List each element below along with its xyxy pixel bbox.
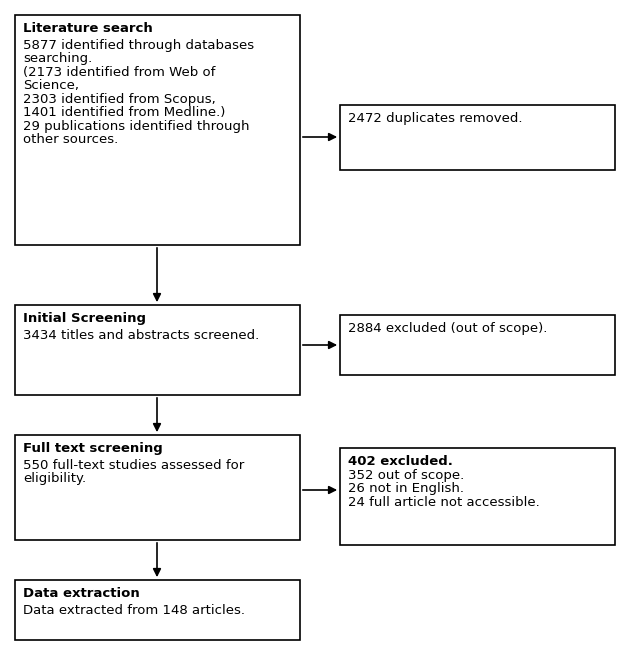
Text: 5877 identified through databases: 5877 identified through databases [23, 39, 254, 52]
Text: 2303 identified from Scopus,: 2303 identified from Scopus, [23, 93, 216, 106]
Bar [340, 105, 615, 170]
Bar [15, 15, 300, 245]
Text: (2173 identified from Web of: (2173 identified from Web of [23, 66, 215, 79]
Text: eligibility.: eligibility. [23, 473, 86, 486]
Text: Data extracted from 148 articles.: Data extracted from 148 articles. [23, 604, 245, 617]
Text: 29 publications identified through: 29 publications identified through [23, 120, 250, 133]
Text: Science,: Science, [23, 79, 79, 92]
Text: other sources.: other sources. [23, 133, 118, 146]
Bar [340, 448, 615, 545]
Bar [15, 580, 300, 640]
Text: 24 full article not accessible.: 24 full article not accessible. [348, 495, 540, 508]
Text: 550 full-text studies assessed for: 550 full-text studies assessed for [23, 459, 244, 472]
Text: 352 out of scope.: 352 out of scope. [348, 469, 464, 482]
Text: 402 excluded.: 402 excluded. [348, 455, 453, 468]
Text: Literature search: Literature search [23, 22, 153, 35]
Bar [340, 315, 615, 375]
Text: Data extraction: Data extraction [23, 587, 140, 600]
Bar [15, 435, 300, 540]
Text: 2884 excluded (out of scope).: 2884 excluded (out of scope). [348, 322, 547, 335]
Text: searching.: searching. [23, 53, 92, 66]
Text: Full text screening: Full text screening [23, 442, 163, 455]
Text: 26 not in English.: 26 not in English. [348, 482, 464, 495]
Text: Initial Screening: Initial Screening [23, 312, 146, 325]
Text: 2472 duplicates removed.: 2472 duplicates removed. [348, 112, 523, 125]
Bar [15, 305, 300, 395]
Text: 3434 titles and abstracts screened.: 3434 titles and abstracts screened. [23, 329, 259, 342]
Text: 1401 identified from Medline.): 1401 identified from Medline.) [23, 107, 225, 120]
